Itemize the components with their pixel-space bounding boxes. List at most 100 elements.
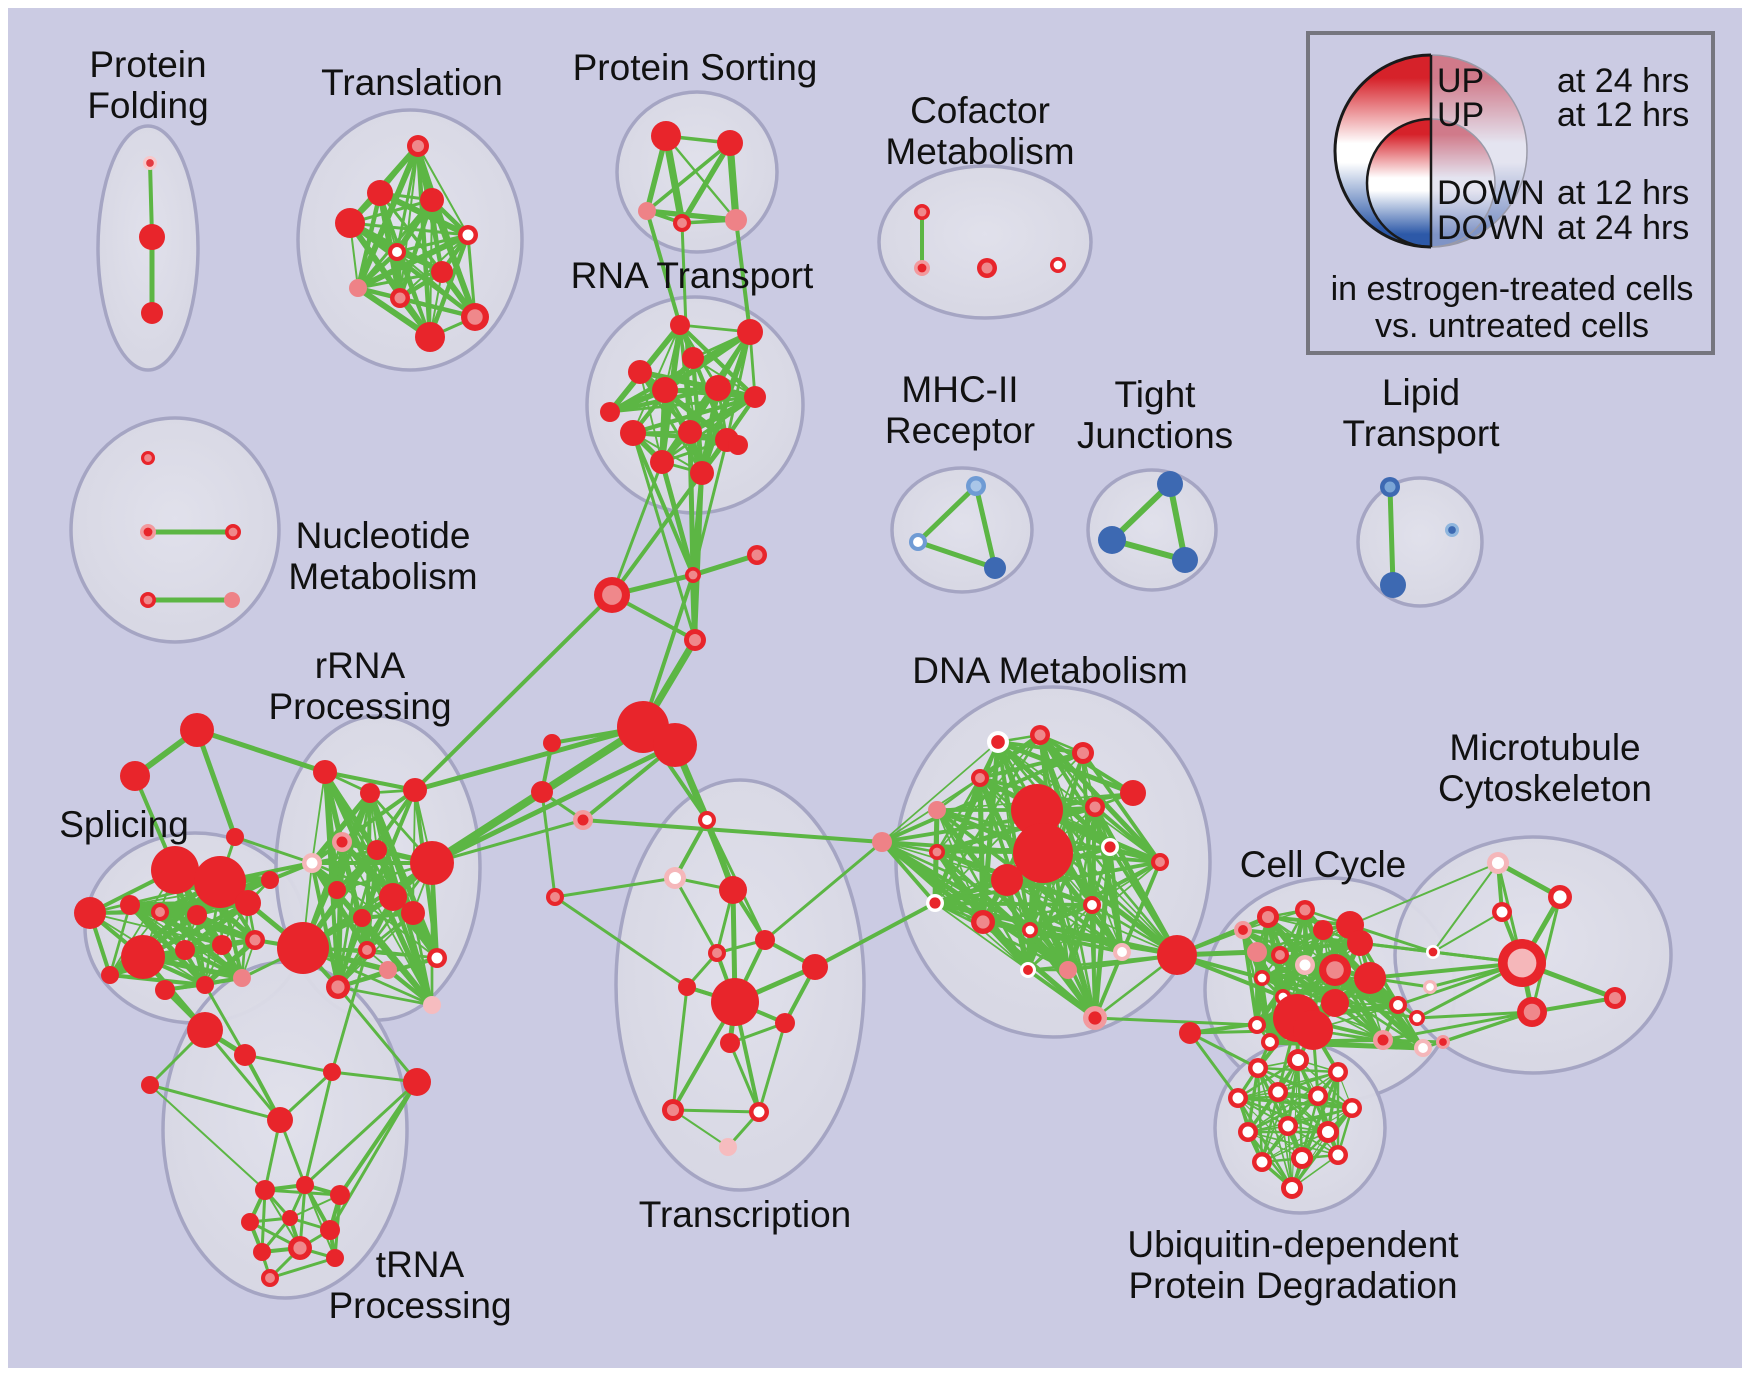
gene-node-rna_transport-0	[670, 315, 690, 335]
gene-node-splicing-14	[196, 976, 214, 994]
cluster-ellipse-mhc	[890, 466, 1034, 594]
node-inner-dot	[1089, 801, 1101, 813]
node-inner-dot	[1523, 1003, 1541, 1021]
gene-node-transcription-8	[711, 978, 759, 1026]
legend-direction-label: DOWN	[1437, 174, 1545, 212]
edge-dna	[1090, 903, 1124, 954]
gene-node-trna-9	[241, 1213, 259, 1231]
node-outer-ring	[196, 976, 214, 994]
gene-node-microtubule-1	[1548, 885, 1572, 909]
edge-rna_transport	[677, 322, 758, 400]
gene-node-splicing-6	[235, 890, 261, 916]
edge-link-transcription-dna	[813, 901, 937, 969]
gene-node-transcription-5	[708, 944, 726, 962]
node-outer-ring	[737, 319, 763, 345]
gene-node-rrna-4	[302, 853, 322, 873]
node-inner-dot	[932, 847, 942, 857]
node-outer-ring	[353, 909, 371, 927]
gene-node-transcription-2	[719, 876, 747, 904]
node-outer-ring	[653, 723, 697, 767]
gene-node-nucleotide-2	[225, 524, 241, 540]
node-inner-dot	[1428, 947, 1438, 957]
edge-splicing_triangle	[194, 727, 238, 840]
gene-node-mhc-2	[984, 557, 1006, 579]
gene-node-rrna-3	[332, 832, 352, 852]
gene-node-trna-13	[288, 1236, 312, 1260]
edge-translation	[399, 145, 419, 299]
edge-link-rna_transport-backbone	[631, 431, 697, 642]
edge-link-transcription-dna	[763, 840, 884, 942]
gene-node-translation-8	[390, 288, 410, 308]
gene-node-splicing-11	[245, 930, 265, 950]
node-outer-ring	[401, 901, 425, 925]
gene-node-lipid-0	[1380, 477, 1400, 497]
gene-node-cell_cycle-8	[1319, 954, 1351, 986]
gene-node-protein_folding-0	[143, 156, 157, 170]
node-inner-dot	[1023, 965, 1033, 975]
gene-node-rrna-6	[410, 841, 454, 885]
gene-node-transcription-6	[678, 978, 696, 996]
edge-cell_cycle	[1267, 1039, 1426, 1051]
gene-node-dna-2	[1072, 742, 1094, 764]
node-inner-dot	[249, 934, 261, 946]
node-inner-dot	[1256, 1156, 1268, 1168]
node-inner-dot	[1377, 1034, 1389, 1046]
edge-rrna	[309, 860, 341, 990]
node-outer-ring	[155, 980, 175, 1000]
edge-link-cell_cycle-microtubule	[1348, 923, 1435, 954]
node-outer-ring	[261, 871, 279, 889]
edge-ubiquitin	[1261, 1107, 1353, 1163]
node-outer-ring	[349, 279, 367, 297]
node-inner-dot	[1104, 841, 1116, 853]
gene-node-microtubule-4	[1517, 997, 1547, 1027]
edge-link-protein_sorting-rna_transport	[645, 209, 682, 327]
legend-outer-right-arc	[1430, 54, 1528, 248]
cluster-label-tight: Tight Junctions	[1077, 374, 1233, 456]
gene-node-transcription-11	[662, 1099, 684, 1121]
node-outer-ring	[151, 846, 199, 894]
edge-transcription	[553, 895, 689, 989]
edge-protein_sorting	[644, 208, 739, 223]
edge-link-dna-ubiquitin	[1188, 1031, 1260, 1070]
gene-node-microtubule-5	[1604, 987, 1626, 1009]
node-outer-ring	[330, 1185, 350, 1205]
node-outer-ring	[543, 734, 561, 752]
gene-node-splicing_triangle-2	[226, 828, 244, 846]
node-outer-ring	[600, 402, 620, 422]
node-outer-ring	[651, 121, 681, 151]
edge-ubiquitin	[1290, 1106, 1354, 1190]
node-inner-dot	[1034, 729, 1046, 741]
edge-rrna	[336, 985, 434, 1007]
edge-ubiquitin	[1247, 1131, 1339, 1156]
gene-node-ubiquitin-6	[1342, 1098, 1362, 1118]
node-outer-ring	[323, 1063, 341, 1081]
node-outer-ring	[728, 435, 748, 455]
gene-node-cell_cycle-6	[1271, 946, 1289, 964]
node-outer-ring	[415, 322, 445, 352]
edge-rrna	[300, 790, 373, 951]
edge-link-dna-ubiquitin	[1188, 1031, 1240, 1100]
gene-node-lipid-1	[1380, 572, 1406, 598]
node-outer-ring	[120, 895, 140, 915]
gene-node-transcription-4	[755, 930, 775, 950]
gene-node-trna-8	[330, 1185, 350, 1205]
gene-node-dna-11	[1101, 838, 1119, 856]
edge-link-splicing_triangle-rrna	[194, 727, 328, 775]
gene-node-dna-14	[926, 894, 944, 912]
edge-rrna	[367, 790, 440, 961]
node-outer-ring	[1354, 962, 1386, 994]
edge-microtubule	[1530, 895, 1562, 1014]
node-inner-dot	[981, 262, 993, 274]
gene-node-rna_transport-11	[650, 450, 674, 474]
gene-node-trna-6	[255, 1180, 275, 1200]
edge-transcription	[757, 1021, 787, 1114]
node-inner-dot	[751, 549, 763, 561]
cluster-label-line: rRNA	[315, 645, 406, 686]
gene-node-microtubule-3	[1498, 939, 1546, 987]
gene-node-dna-0	[987, 731, 1009, 753]
cluster-label-line: RNA Transport	[571, 255, 814, 296]
cluster-label-transcription: Transcription	[639, 1194, 851, 1235]
edge-ubiquitin	[1261, 1131, 1329, 1163]
edge-link-rna_transport-backbone	[610, 460, 664, 597]
cluster-label-protein_sorting: Protein Sorting	[573, 47, 818, 88]
